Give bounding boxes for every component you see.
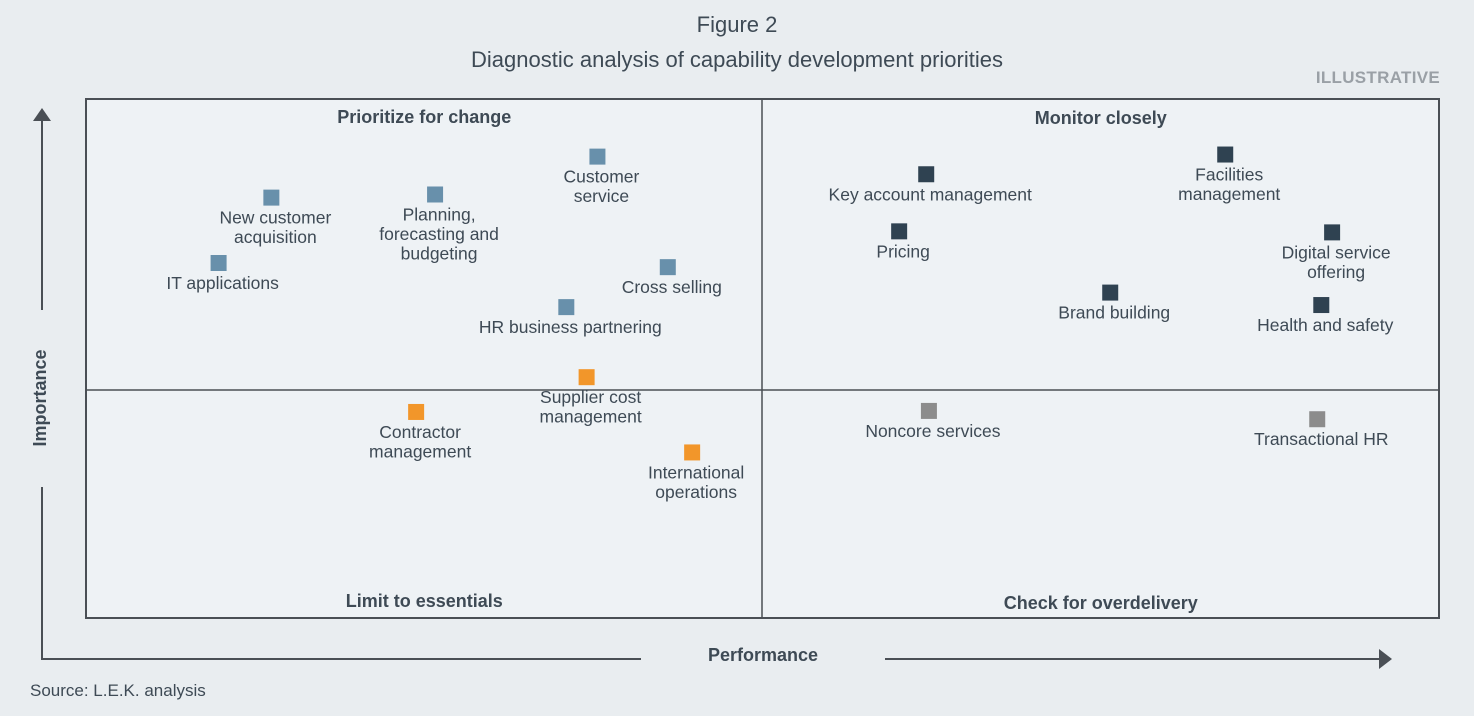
x-axis-arrowhead-icon [1379, 649, 1392, 669]
marker-noncore-services [920, 402, 937, 419]
point-label-pricing: Pricing [876, 241, 930, 261]
y-axis-arrowhead-icon [33, 108, 51, 121]
marker-hr-business-partnering [558, 299, 575, 316]
chart-title: Diagnostic analysis of capability develo… [471, 47, 1003, 72]
marker-it-applications [210, 255, 227, 272]
point-label-noncore-services: Noncore services [865, 421, 1000, 441]
point-label-digital-service-offering: Digital service offering [1282, 242, 1391, 282]
marker-key-account-management [918, 166, 935, 183]
quadrant-label-bottom-right: Check for overdelivery [1004, 593, 1198, 613]
point-label-supplier-cost-management: Supplier cost management [540, 387, 642, 427]
point-label-contractor-management: Contractor management [369, 422, 471, 462]
point-label-customer-service: Customer service [564, 167, 640, 207]
point-label-hr-business-partnering: HR business partnering [479, 317, 662, 337]
point-label-transactional-hr: Transactional HR [1254, 429, 1389, 449]
point-label-planning-forecasting-and-budgeting: Planning, forecasting and budgeting [379, 204, 499, 263]
marker-planning-forecasting-and-budgeting [427, 186, 444, 203]
marker-pricing [891, 223, 908, 240]
point-label-brand-building: Brand building [1058, 303, 1170, 323]
marker-transactional-hr [1309, 411, 1326, 428]
quadrant-label-top-left: Prioritize for change [337, 107, 511, 127]
point-label-facilities-management: Facilities management [1178, 165, 1280, 205]
marker-international-operations [684, 444, 701, 461]
x-axis-label: Performance [708, 645, 818, 665]
data-points: New customer acquisition Planning, forecast… [166, 146, 1394, 502]
point-label-it-applications: IT applications [166, 273, 279, 293]
quadrant-labels: Prioritize for change Monitor closely Limi… [337, 107, 1198, 613]
quadrant-label-top-right: Monitor closely [1035, 108, 1167, 128]
point-label-key-account-management: Key account management [829, 184, 1032, 204]
point-label-health-and-safety: Health and safety [1257, 315, 1393, 335]
marker-health-and-safety [1313, 297, 1330, 314]
marker-digital-service-offering [1324, 224, 1341, 241]
marker-supplier-cost-management [578, 369, 595, 386]
source-note: Source: L.E.K. analysis [30, 681, 206, 700]
marker-facilities-management [1217, 146, 1234, 163]
illustrative-tag: ILLUSTRATIVE [1315, 68, 1440, 87]
marker-customer-service [589, 148, 606, 165]
quadrant-label-bottom-left: Limit to essentials [346, 591, 503, 611]
marker-contractor-management [408, 403, 425, 420]
point-label-international-operations: International operations [648, 462, 744, 502]
marker-brand-building [1102, 284, 1119, 301]
point-label-cross-selling: Cross selling [622, 277, 722, 297]
marker-cross-selling [659, 259, 676, 276]
y-axis-label: Importance [30, 349, 50, 446]
figure-label: Figure 2 [696, 12, 778, 37]
marker-new-customer-acquisition [263, 189, 280, 206]
point-label-new-customer-acquisition: New customer acquisition [219, 208, 331, 248]
